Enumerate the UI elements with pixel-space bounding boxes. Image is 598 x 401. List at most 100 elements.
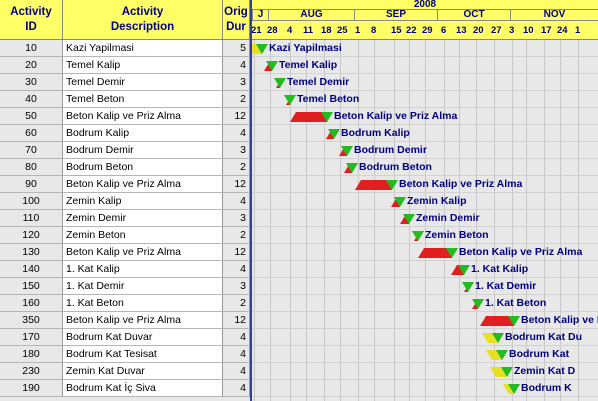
duration-cell[interactable]: 5 [223, 40, 250, 57]
activity-description-cell[interactable]: Temel Kalip [63, 57, 223, 74]
activity-description-cell[interactable]: Bodrum Demir [63, 142, 223, 159]
duration-cell[interactable]: 4 [223, 57, 250, 74]
activity-id-cell[interactable]: 50 [0, 108, 63, 125]
duration-cell[interactable]: 2 [223, 227, 250, 244]
activity-description-cell[interactable]: 1. Kat Beton [63, 295, 223, 312]
duration-cell[interactable]: 12 [223, 312, 250, 329]
duration-cell[interactable]: 12 [223, 244, 250, 261]
activity-id-cell[interactable]: 140 [0, 261, 63, 278]
activity-bar-label: Zemin Kalip [407, 195, 467, 207]
activity-bar[interactable] [480, 316, 514, 326]
finish-marker-icon [501, 367, 513, 377]
activity-bar[interactable] [451, 265, 464, 275]
timeline-month: NOV [510, 10, 598, 21]
duration-cell[interactable]: 4 [223, 380, 250, 397]
activity-bar[interactable] [355, 180, 392, 190]
activity-description-cell[interactable]: Bodrum Kat İç Siva [63, 380, 223, 397]
activity-id-cell[interactable]: 190 [0, 380, 63, 397]
activity-description-cell[interactable]: Temel Demir [63, 74, 223, 91]
activity-id-cell[interactable]: 60 [0, 125, 63, 142]
duration-cell[interactable]: 3 [223, 74, 250, 91]
activity-description-cell[interactable]: Kazi Yapilmasi [63, 40, 223, 57]
finish-marker-icon [321, 112, 333, 122]
grid-line-horizontal [252, 124, 598, 125]
activity-description-cell[interactable]: Bodrum Kalip [63, 125, 223, 142]
grid-line-vertical [324, 40, 325, 401]
pane-splitter[interactable] [250, 0, 252, 401]
timeline-tick: 15 [391, 25, 402, 36]
activity-id-cell[interactable]: 30 [0, 74, 63, 91]
grid-line-vertical [512, 40, 513, 401]
duration-cell[interactable]: 4 [223, 363, 250, 380]
duration-cell[interactable]: 3 [223, 142, 250, 159]
activity-description-cell[interactable]: Bodrum Kat Duvar [63, 329, 223, 346]
grid-line-horizontal [252, 90, 598, 91]
gantt-chart-pane: 2008 J AUG SEP OCT NOV 21 28 4 11 18 25 1 8 15 22 29 6 1… [252, 0, 598, 401]
activity-description-cell[interactable]: Beton Kalip ve Priz Alma [63, 176, 223, 193]
activity-id-cell[interactable]: 20 [0, 57, 63, 74]
activity-id-cell[interactable]: 110 [0, 210, 63, 227]
activity-bar-label: 1. Kat Beton [485, 297, 547, 309]
grid-line-vertical [560, 40, 561, 401]
grid-line-vertical [394, 40, 395, 401]
header-orig-dur[interactable]: Orig Dur [223, 0, 250, 40]
activity-id-cell[interactable]: 180 [0, 346, 63, 363]
duration-cell[interactable]: 4 [223, 329, 250, 346]
activity-bar[interactable] [418, 248, 452, 258]
activity-id-cell[interactable]: 10 [0, 40, 63, 57]
finish-marker-icon [341, 146, 353, 156]
duration-cell[interactable]: 4 [223, 125, 250, 142]
duration-cell[interactable]: 4 [223, 261, 250, 278]
grid-line-horizontal [252, 56, 598, 57]
activity-description-cell[interactable]: Beton Kalip ve Priz Alma [63, 312, 223, 329]
activity-id-cell[interactable]: 100 [0, 193, 63, 210]
activity-description-cell[interactable]: Bodrum Kat Tesisat [63, 346, 223, 363]
activity-description-cell[interactable]: 1. Kat Kalip [63, 261, 223, 278]
activity-description-cell[interactable]: Zemin Kat Duvar [63, 363, 223, 380]
activity-description-cell[interactable]: Bodrum Beton [63, 159, 223, 176]
grid-line-horizontal [252, 192, 598, 193]
finish-marker-icon [508, 316, 520, 326]
activity-id-cell[interactable]: 150 [0, 278, 63, 295]
activity-id-cell[interactable]: 130 [0, 244, 63, 261]
activity-id-cell[interactable]: 90 [0, 176, 63, 193]
duration-cell[interactable]: 4 [223, 346, 250, 363]
finish-marker-icon [386, 180, 398, 190]
header-activity-id-line1: Activity [10, 5, 52, 18]
activity-id-cell[interactable]: 230 [0, 363, 63, 380]
activity-bar[interactable] [290, 112, 327, 122]
grid-line-vertical [459, 40, 460, 401]
activity-bar-label: Bodrum Demir [354, 144, 427, 156]
grid-line-horizontal [252, 141, 598, 142]
activity-description-cell[interactable]: Beton Kalip ve Priz Alma [63, 244, 223, 261]
duration-cell[interactable]: 2 [223, 91, 250, 108]
activity-bar-label: Temel Beton [297, 93, 360, 105]
header-activity-id[interactable]: Activity ID [0, 0, 63, 40]
activity-id-cell[interactable]: 120 [0, 227, 63, 244]
activity-id-cell[interactable]: 80 [0, 159, 63, 176]
duration-cell[interactable]: 12 [223, 176, 250, 193]
activity-description-cell[interactable]: Beton Kalip ve Priz Alma [63, 108, 223, 125]
grid-line-vertical [306, 40, 307, 401]
activity-description-cell[interactable]: 1. Kat Demir [63, 278, 223, 295]
activity-description-cell[interactable]: Temel Beton [63, 91, 223, 108]
header-activity-description[interactable]: Activity Description [63, 0, 223, 40]
duration-cell[interactable]: 3 [223, 210, 250, 227]
activity-description-cell[interactable]: Zemin Kalip [63, 193, 223, 210]
activity-id-cell[interactable]: 160 [0, 295, 63, 312]
duration-cell[interactable]: 4 [223, 193, 250, 210]
activity-bar-label: Kazi Yapilmasi [269, 42, 342, 54]
duration-cell[interactable]: 3 [223, 278, 250, 295]
activity-id-cell[interactable]: 40 [0, 91, 63, 108]
duration-cell[interactable]: 2 [223, 159, 250, 176]
grid-line-horizontal [252, 243, 598, 244]
activity-id-cell[interactable]: 70 [0, 142, 63, 159]
activity-description-cell[interactable]: Zemin Beton [63, 227, 223, 244]
duration-cell[interactable]: 12 [223, 108, 250, 125]
activity-id-cell[interactable]: 170 [0, 329, 63, 346]
duration-cell[interactable]: 2 [223, 295, 250, 312]
activity-description-cell[interactable]: Zemin Demir [63, 210, 223, 227]
activity-id-cell[interactable]: 350 [0, 312, 63, 329]
activity-bar-label: Zemin Beton [425, 229, 489, 241]
